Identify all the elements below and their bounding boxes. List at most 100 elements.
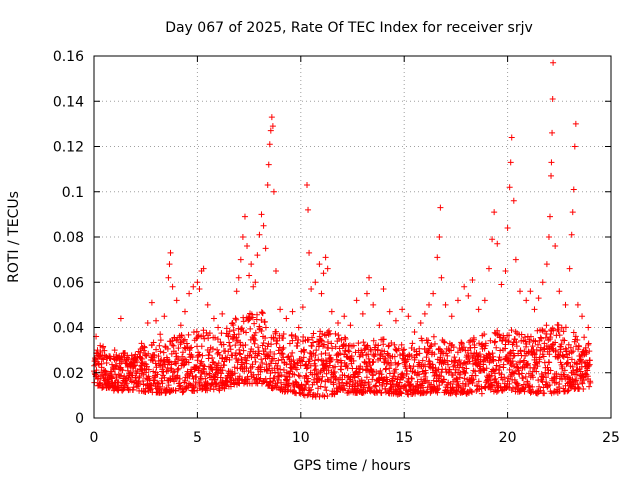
data-point: [171, 378, 178, 385]
data-point: [461, 375, 468, 382]
data-point: [475, 378, 482, 385]
data-point: [573, 371, 580, 378]
data-point: [454, 378, 461, 385]
data-point: [450, 363, 457, 370]
data-point-peak: [229, 319, 236, 326]
data-point-peak: [512, 256, 519, 263]
data-point: [496, 354, 503, 361]
data-point: [186, 345, 193, 352]
data-point: [569, 363, 576, 370]
data-point: [209, 354, 216, 361]
data-point: [400, 347, 407, 354]
data-point: [304, 378, 311, 385]
data-point: [185, 331, 192, 338]
data-point: [190, 384, 197, 391]
data-point: [486, 351, 493, 358]
data-point: [258, 328, 265, 335]
data-point: [255, 371, 262, 378]
data-point: [546, 359, 553, 366]
data-point: [223, 325, 230, 332]
data-point: [370, 372, 377, 379]
data-point-peak: [548, 159, 555, 166]
data-point: [310, 339, 317, 346]
data-point: [206, 348, 213, 355]
data-point: [463, 365, 470, 372]
data-point: [563, 351, 570, 358]
data-point: [555, 322, 562, 329]
data-point: [385, 352, 392, 359]
data-point: [560, 328, 567, 335]
data-point: [425, 348, 432, 355]
data-point-peak: [568, 231, 575, 238]
data-point-peak: [569, 209, 576, 216]
data-point: [398, 341, 405, 348]
data-point: [324, 338, 331, 345]
data-point: [326, 327, 333, 334]
data-point-peak: [376, 322, 383, 329]
data-point: [543, 322, 550, 329]
data-point: [456, 357, 463, 364]
data-point: [218, 330, 225, 337]
data-point: [506, 332, 513, 339]
data-point: [404, 367, 411, 374]
data-point: [305, 336, 312, 343]
data-point: [370, 337, 377, 344]
data-point: [493, 362, 500, 369]
data-point-peak: [252, 279, 259, 286]
data-point: [273, 328, 280, 335]
data-point: [558, 376, 565, 383]
data-point-peak: [103, 353, 110, 360]
data-point: [553, 379, 560, 386]
data-point: [487, 377, 494, 384]
data-point: [492, 366, 499, 373]
data-point: [153, 346, 160, 353]
data-point: [153, 364, 160, 371]
data-point-peak: [347, 322, 354, 329]
data-point-peak: [335, 319, 342, 326]
data-point: [119, 367, 126, 374]
data-point: [226, 339, 233, 346]
data-point-peak: [430, 290, 437, 297]
data-point: [410, 383, 417, 390]
data-point: [510, 339, 517, 346]
data-point: [534, 327, 541, 334]
data-point: [540, 353, 547, 360]
data-point-peak: [210, 315, 217, 322]
data-point: [141, 343, 148, 350]
data-point: [342, 336, 349, 343]
data-point: [559, 352, 566, 359]
data-point: [565, 387, 572, 394]
data-point: [341, 334, 348, 341]
data-point: [496, 363, 503, 370]
data-point: [278, 350, 285, 357]
data-point: [316, 342, 323, 349]
data-point: [523, 341, 530, 348]
data-point: [492, 338, 499, 345]
data-point: [362, 379, 369, 386]
data-point: [175, 365, 182, 372]
data-point: [129, 372, 136, 379]
data-point: [448, 347, 455, 354]
data-point: [199, 352, 206, 359]
data-point: [187, 381, 194, 388]
data-point: [108, 374, 115, 381]
data-point: [341, 385, 348, 392]
data-point: [157, 337, 164, 344]
data-point: [132, 362, 139, 369]
data-point: [579, 380, 586, 387]
data-point: [529, 343, 536, 350]
data-point: [508, 327, 515, 334]
data-point: [268, 341, 275, 348]
data-point: [243, 357, 250, 364]
data-point: [513, 343, 520, 350]
data-point: [470, 376, 477, 383]
data-point: [513, 361, 520, 368]
data-point: [496, 331, 503, 338]
data-point: [561, 373, 568, 380]
data-point: [530, 374, 537, 381]
data-point-peak: [366, 274, 373, 281]
data-point: [181, 336, 188, 343]
data-point: [266, 363, 273, 370]
data-point: [384, 351, 391, 358]
data-point: [504, 358, 511, 365]
